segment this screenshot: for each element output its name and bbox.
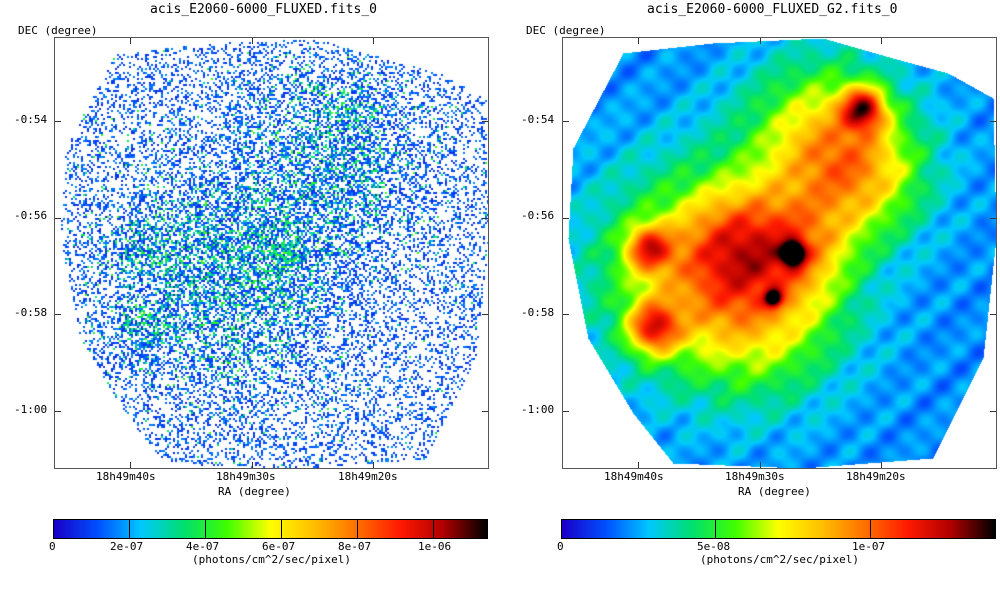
y-tick-mark <box>55 411 61 412</box>
left-colorbar-tick <box>433 520 434 538</box>
right-colorbar <box>561 519 996 539</box>
x-tick-mark <box>130 462 131 468</box>
left-heatmap-plot[interactable] <box>54 37 489 469</box>
left-panel-title: acis_E2060-6000_FLUXED.fits_0 <box>150 2 377 17</box>
left-y-axis-label: DEC (degree) <box>18 24 98 37</box>
right-x-tick: 18h49m40s <box>604 470 664 483</box>
left-x-axis-label: RA (degree) <box>218 485 291 498</box>
right-x-tick: 18h49m30s <box>725 470 785 483</box>
x-tick-mark <box>760 462 761 468</box>
left-colorbar-tick <box>129 520 130 538</box>
y-tick-mark <box>55 218 61 219</box>
left-x-tick: 18h49m40s <box>96 470 156 483</box>
right-colorbar-tick <box>870 520 871 538</box>
y-tick-mark <box>990 411 996 412</box>
right-colorbar-tick <box>715 520 716 538</box>
y-tick-mark <box>563 121 569 122</box>
right-colorbar-label: 1e-07 <box>852 540 886 553</box>
left-colorbar-tick <box>281 520 282 538</box>
left-colorbar-label: 4e-07 <box>186 540 220 553</box>
right-y-tick: -0:56 <box>521 209 555 222</box>
right-y-tick: -0:54 <box>521 113 555 126</box>
right-colorbar-label: 5e-08 <box>697 540 731 553</box>
right-panel-title: acis_E2060-6000_FLUXED_G2.fits_0 <box>647 2 898 17</box>
left-x-tick: 18h49m30s <box>216 470 276 483</box>
right-colorbar-gradient <box>562 520 995 538</box>
x-tick-mark <box>638 462 639 468</box>
x-tick-mark <box>252 38 253 44</box>
left-colorbar <box>53 519 488 539</box>
y-tick-mark <box>563 218 569 219</box>
left-colorbar-label: 6e-07 <box>262 540 296 553</box>
y-tick-mark <box>482 121 488 122</box>
left-colorbar-tick <box>205 520 206 538</box>
left-y-tick: -0:58 <box>14 306 48 319</box>
right-x-axis-label: RA (degree) <box>738 485 811 498</box>
left-colorbar-label: 2e-07 <box>110 540 144 553</box>
right-y-tick: -0:58 <box>521 306 555 319</box>
x-tick-mark <box>881 462 882 468</box>
left-y-tick: -0:54 <box>14 113 48 126</box>
right-y-axis-label: DEC (degree) <box>526 24 606 37</box>
left-colorbar-tick <box>357 520 358 538</box>
y-tick-mark <box>55 314 61 315</box>
left-y-tick: -1:00 <box>14 403 48 416</box>
left-colorbar-label: 8e-07 <box>338 540 372 553</box>
left-y-tick: -0:56 <box>14 209 48 222</box>
y-tick-mark <box>55 121 61 122</box>
left-colorbar-unit: (photons/cm^2/sec/pixel) <box>192 553 351 566</box>
y-tick-mark <box>990 218 996 219</box>
y-tick-mark <box>990 121 996 122</box>
y-tick-mark <box>482 314 488 315</box>
left-colorbar-label: 1e-06 <box>418 540 452 553</box>
right-y-tick: -1:00 <box>521 403 555 416</box>
left-colorbar-gradient <box>54 520 487 538</box>
x-tick-mark <box>252 462 253 468</box>
right-colorbar-unit: (photons/cm^2/sec/pixel) <box>700 553 859 566</box>
x-tick-mark <box>373 38 374 44</box>
left-x-tick: 18h49m20s <box>338 470 398 483</box>
y-tick-mark <box>482 218 488 219</box>
x-tick-mark <box>130 38 131 44</box>
left-heatmap-canvas <box>55 38 488 468</box>
x-tick-mark <box>373 462 374 468</box>
right-heatmap-plot[interactable] <box>562 37 997 469</box>
x-tick-mark <box>760 38 761 44</box>
y-tick-mark <box>563 314 569 315</box>
left-colorbar-label: 0 <box>49 540 56 553</box>
x-tick-mark <box>638 38 639 44</box>
x-tick-mark <box>881 38 882 44</box>
right-x-tick: 18h49m20s <box>846 470 906 483</box>
y-tick-mark <box>563 411 569 412</box>
y-tick-mark <box>482 411 488 412</box>
right-heatmap-canvas <box>563 38 996 468</box>
y-tick-mark <box>990 314 996 315</box>
right-colorbar-label: 0 <box>557 540 564 553</box>
